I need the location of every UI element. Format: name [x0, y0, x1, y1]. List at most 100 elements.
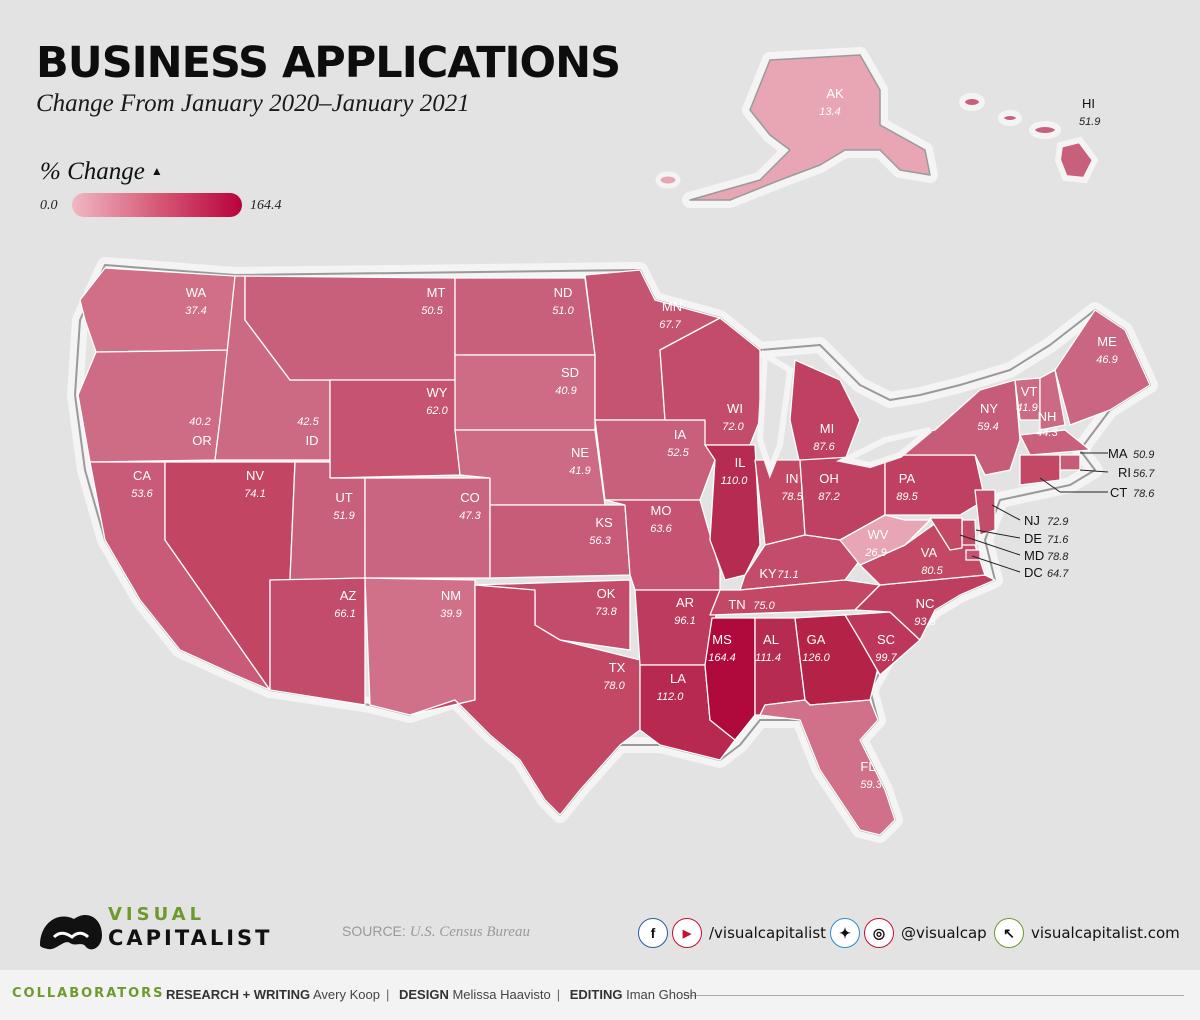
value-ID: 42.5	[297, 416, 319, 428]
footer-divider	[684, 995, 1184, 996]
handle-visualcap[interactable]: @visualcap	[901, 924, 987, 942]
value-IL: 110.0	[721, 475, 749, 487]
great-lakes	[756, 349, 932, 479]
state-NH[interactable]	[1039, 369, 1066, 431]
value-WA: 37.4	[185, 305, 206, 317]
editing-label: EDITING	[569, 987, 623, 1002]
value-OR: 40.2	[189, 416, 210, 428]
label-NH: NH	[1038, 409, 1057, 424]
label-ME: ME	[1097, 334, 1117, 349]
value-MO: 63.6	[650, 523, 672, 535]
state-FL[interactable]	[759, 699, 896, 836]
value-NE: 41.9	[569, 465, 590, 477]
youtube-icon[interactable]: ▶	[672, 918, 702, 948]
value-NH: 44.3	[1036, 427, 1058, 439]
value-WV: 26.9	[864, 547, 886, 559]
logo-text-visual: VISUAL	[108, 904, 206, 925]
value-GA: 126.0	[802, 652, 830, 664]
label-MN: MN	[662, 299, 682, 314]
value-MD: 78.8	[1047, 551, 1069, 563]
design-label: DESIGN	[398, 987, 449, 1002]
value-NY: 59.4	[977, 421, 998, 433]
value-SD: 40.9	[555, 385, 576, 397]
label-DC: DC	[1024, 565, 1043, 580]
ak-island	[655, 171, 681, 189]
cursor-icon[interactable]: ↖	[994, 918, 1024, 948]
value-AL: 111.4	[755, 652, 781, 664]
label-UT: UT	[335, 490, 352, 505]
state-RI[interactable]	[1059, 454, 1081, 471]
label-CO: CO	[460, 490, 480, 505]
label-SC: SC	[877, 632, 895, 647]
value-WI: 72.0	[722, 421, 744, 433]
state-AK-group[interactable]	[655, 47, 938, 208]
label-WI: WI	[727, 401, 743, 416]
value-LA: 112.0	[657, 691, 685, 703]
value-DC: 64.7	[1047, 568, 1069, 580]
page-title: BUSINESS APPLICATIONS	[36, 38, 621, 88]
state-HI	[1054, 136, 1099, 184]
label-NJ: NJ	[1024, 513, 1040, 528]
label-RI: RI	[1118, 465, 1131, 480]
label-MS: MS	[712, 632, 732, 647]
label-OK: OK	[597, 586, 616, 601]
label-DE: DE	[1024, 531, 1042, 546]
state-SC[interactable]	[844, 611, 921, 676]
state-ME[interactable]	[1054, 309, 1151, 426]
state-AK	[689, 54, 931, 201]
lake-erie	[835, 427, 932, 469]
state-ND[interactable]	[454, 277, 596, 356]
value-NV: 74.1	[244, 488, 265, 500]
state-HI-group[interactable]	[959, 93, 1099, 184]
value-MS: 164.4	[708, 652, 736, 664]
value-ME: 46.9	[1096, 354, 1117, 366]
label-NY: NY	[980, 401, 998, 416]
state-TX[interactable]	[409, 584, 641, 816]
value-RI: 56.7	[1133, 468, 1155, 480]
value-AR: 96.1	[674, 615, 695, 627]
value-FL: 59.3	[860, 779, 882, 791]
state-NJ[interactable]	[974, 489, 996, 536]
credits: RESEARCH + WRITING Avery Koop | DESIGN Me…	[166, 987, 697, 1002]
label-KS: KS	[595, 515, 613, 530]
state-DE[interactable]	[961, 519, 977, 546]
visual-capitalist-logo[interactable]	[36, 905, 256, 957]
value-PA: 89.5	[896, 491, 918, 503]
value-CT: 78.6	[1133, 488, 1155, 500]
state-DC[interactable]	[965, 549, 981, 561]
state-MD[interactable]	[929, 517, 963, 551]
website-link[interactable]: visualcapitalist.com	[1031, 924, 1180, 942]
legend-max: 164.4	[250, 198, 282, 213]
source-note: SOURCE: U.S. Census Bureau	[342, 923, 530, 941]
facebook-icon[interactable]: f	[638, 918, 668, 948]
value-IN: 78.5	[781, 491, 803, 503]
design-name: Melissa Haavisto	[452, 987, 551, 1002]
twitter-icon[interactable]: ✦	[830, 918, 860, 948]
label-IA: IA	[674, 427, 687, 442]
label-MT: MT	[427, 285, 446, 300]
label-TX: TX	[609, 660, 626, 675]
label-AL: AL	[763, 632, 779, 647]
value-KS: 56.3	[589, 535, 611, 547]
legend-min: 0.0	[40, 198, 58, 213]
state-IA[interactable]	[594, 419, 716, 501]
instagram-icon[interactable]: ◎	[864, 918, 894, 948]
label-WA: WA	[186, 285, 207, 300]
value-VA: 80.5	[921, 565, 943, 577]
social-group-1: f ▶ /visualcapitalist	[638, 918, 826, 948]
state-AZ[interactable]	[269, 577, 366, 706]
label-LA: LA	[670, 671, 686, 686]
state-CT[interactable]	[1019, 454, 1061, 486]
state-MA[interactable]	[1019, 429, 1091, 456]
label-VT: VT	[1021, 384, 1038, 399]
label-ND: ND	[554, 285, 573, 300]
callout-lines	[959, 452, 1109, 573]
triangle-up-icon: ▲	[150, 164, 163, 178]
social-group-2: ✦ ◎ @visualcap	[830, 918, 987, 948]
label-PA: PA	[899, 471, 916, 486]
label-AZ: AZ	[340, 588, 357, 603]
handle-visualcapitalist[interactable]: /visualcapitalist	[709, 924, 827, 942]
value-ND: 51.0	[552, 305, 574, 317]
state-WA[interactable]	[79, 267, 236, 353]
state-NY[interactable]	[884, 379, 1021, 476]
